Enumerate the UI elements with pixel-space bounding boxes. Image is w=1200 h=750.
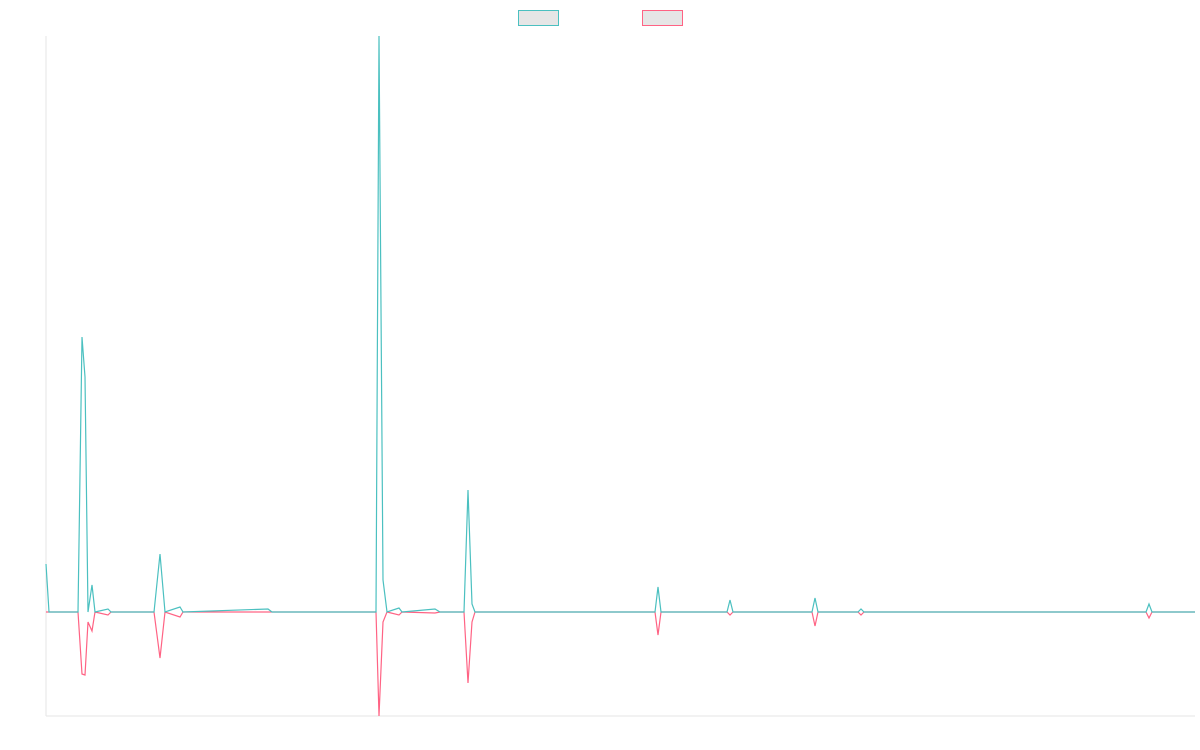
series-line	[46, 611, 1195, 717]
legend-swatch	[518, 10, 559, 26]
series-line	[45, 35, 1195, 613]
legend-swatch	[642, 10, 683, 26]
